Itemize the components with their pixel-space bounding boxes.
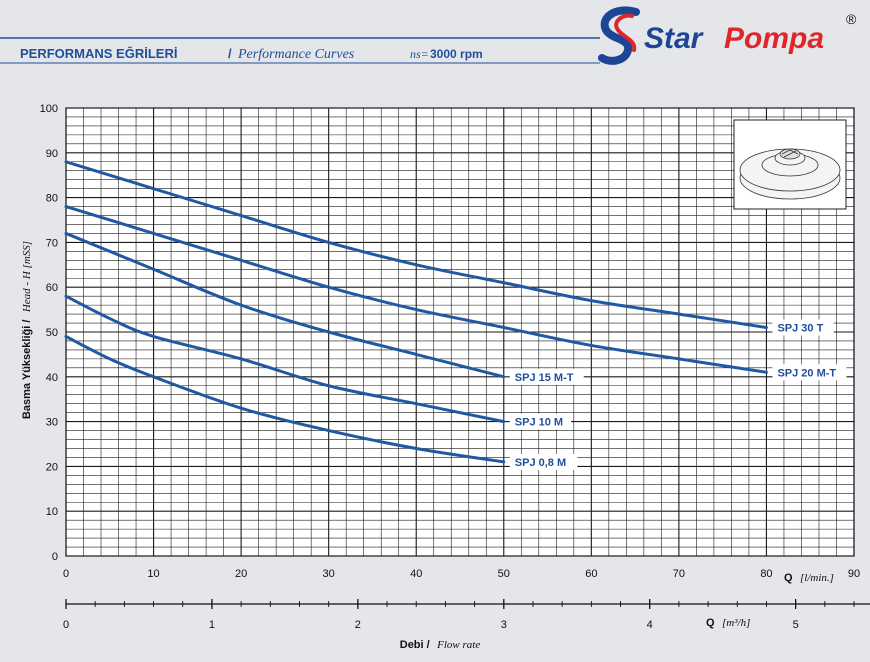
series-label: SPJ 20 M-T <box>777 367 836 379</box>
x2-tick-label: 1 <box>209 619 215 631</box>
secondary-x-axis: 0 1 2 3 4 5 <box>63 599 870 631</box>
x2-tick-label: 4 <box>647 619 653 631</box>
series-label-box <box>509 368 584 385</box>
y-tick-label: 80 <box>46 193 58 205</box>
brand-name-pompa: Pompa <box>724 22 824 55</box>
y-tick-label: 0 <box>52 551 58 563</box>
brand-name-star: Star <box>644 22 705 55</box>
x-tick-label: 90 <box>848 568 860 580</box>
series-labels: SPJ 30 T SPJ 20 M-T SPJ 15 M-T SPJ 10 M SPJ … <box>509 319 847 470</box>
y-tick-label: 50 <box>46 327 58 339</box>
x-tick-label: 10 <box>147 568 159 580</box>
x-tick-label: 60 <box>585 568 597 580</box>
chart-grid <box>65 107 855 557</box>
series-line <box>64 231 506 379</box>
x2-axis-label: Q [m³/h] <box>706 613 750 630</box>
x-tick-labels: 0 10 20 30 40 50 60 70 80 90 <box>63 568 860 580</box>
series-line <box>64 334 506 464</box>
x2-tick-label: 5 <box>793 619 799 631</box>
page-title: PERFORMANS EĞRİLERİ <box>20 46 177 61</box>
y-tick-label: 30 <box>46 417 58 429</box>
page-subtitle: Performance Curves <box>237 47 355 62</box>
series-label: SPJ 0,8 M <box>515 457 566 469</box>
y-axis-label: Basma Yüksekliği / Head - H [mSS] <box>17 241 34 419</box>
x-tick-label: 80 <box>760 568 772 580</box>
x-axis-footer: Debi / Flow rate <box>400 635 481 652</box>
title-separator: / <box>228 46 232 61</box>
y-tick-label: 60 <box>46 282 58 294</box>
series-label: SPJ 10 M <box>515 417 563 429</box>
x-tick-label: 30 <box>323 568 335 580</box>
series-label-box <box>772 364 847 381</box>
series-line <box>64 294 506 424</box>
x-tick-label: 40 <box>410 568 422 580</box>
speed-label: ns= <box>410 47 429 61</box>
y-tick-label: 20 <box>46 461 58 473</box>
impeller-icon <box>739 148 841 200</box>
series-label: SPJ 30 T <box>777 323 823 335</box>
registered-mark: ® <box>846 11 857 27</box>
speed-value: 3000 rpm <box>430 47 483 61</box>
chart-curves <box>64 160 768 464</box>
x2-tick-label: 2 <box>355 619 361 631</box>
series-label-box <box>772 319 834 336</box>
x-tick-label: 70 <box>673 568 685 580</box>
y-tick-label: 100 <box>40 103 58 115</box>
x-tick-label: 0 <box>63 568 69 580</box>
x-tick-label: 50 <box>498 568 510 580</box>
y-tick-label: 90 <box>46 148 58 160</box>
series-line <box>64 205 768 374</box>
brand-swirl-icon <box>598 6 640 65</box>
brand-logo: Star Pompa ® <box>598 6 857 65</box>
impeller-inset <box>733 119 847 210</box>
series-label: SPJ 15 M-T <box>515 372 574 384</box>
x-axis-label: Q [l/min.] <box>784 568 834 585</box>
plot-border <box>65 107 855 557</box>
y-tick-label: 10 <box>46 506 58 518</box>
y-tick-labels: 0 10 20 30 40 50 60 70 80 90 100 <box>40 103 58 563</box>
y-tick-label: 40 <box>46 372 58 384</box>
series-label-box <box>509 453 578 470</box>
series-label-box <box>509 413 571 430</box>
y-tick-label: 70 <box>46 237 58 249</box>
x2-tick-label: 3 <box>501 619 507 631</box>
x-tick-label: 20 <box>235 568 247 580</box>
series-line <box>64 160 768 330</box>
x2-tick-label: 0 <box>63 619 69 631</box>
